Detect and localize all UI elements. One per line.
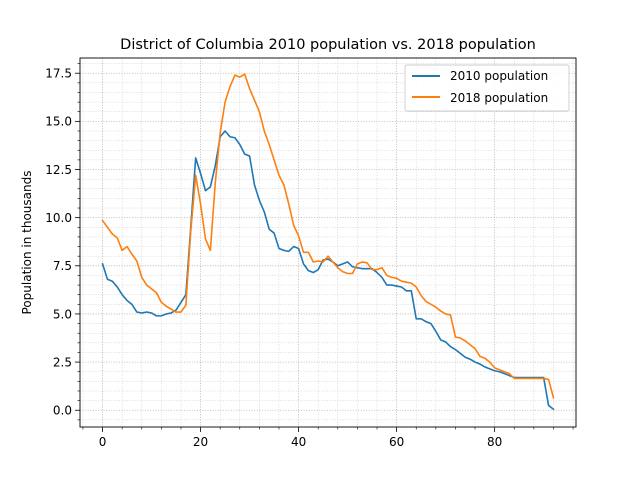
x-tick-label: 80 [487,435,502,449]
x-tick-label: 0 [99,435,107,449]
legend-box [404,64,570,112]
axis-ticks: 0 20 40 60 80 0.0 2.5 5.0 7.5 10.0 12.5 15.0 17.5 [45,63,574,449]
x-tick-label: 60 [389,435,404,449]
y-tick-label: 12.5 [45,163,72,177]
y-axis-label: Population in thousands [20,171,34,315]
series-lines [101,73,555,411]
legend: 2010 population 2018 population [404,64,570,112]
y-tick-label: 10.0 [45,211,72,225]
legend-label-2010-population: 2010 population [450,69,548,83]
plot-area-frame [79,57,577,428]
series-line-2010-population [101,130,555,411]
x-tick-label: 40 [291,435,306,449]
chart-title: District of Columbia 2010 population vs.… [120,37,536,53]
series-line-2018-population [101,73,555,399]
y-tick-label: 15.0 [45,115,72,129]
y-tick-label: 2.5 [53,355,72,369]
y-tick-label: 5.0 [53,307,72,321]
x-tick-label: 20 [193,435,208,449]
y-tick-label: 0.0 [53,404,72,418]
y-tick-label: 17.5 [45,67,72,81]
y-tick-label: 7.5 [53,259,72,273]
legend-label-2018-population: 2018 population [450,91,548,105]
